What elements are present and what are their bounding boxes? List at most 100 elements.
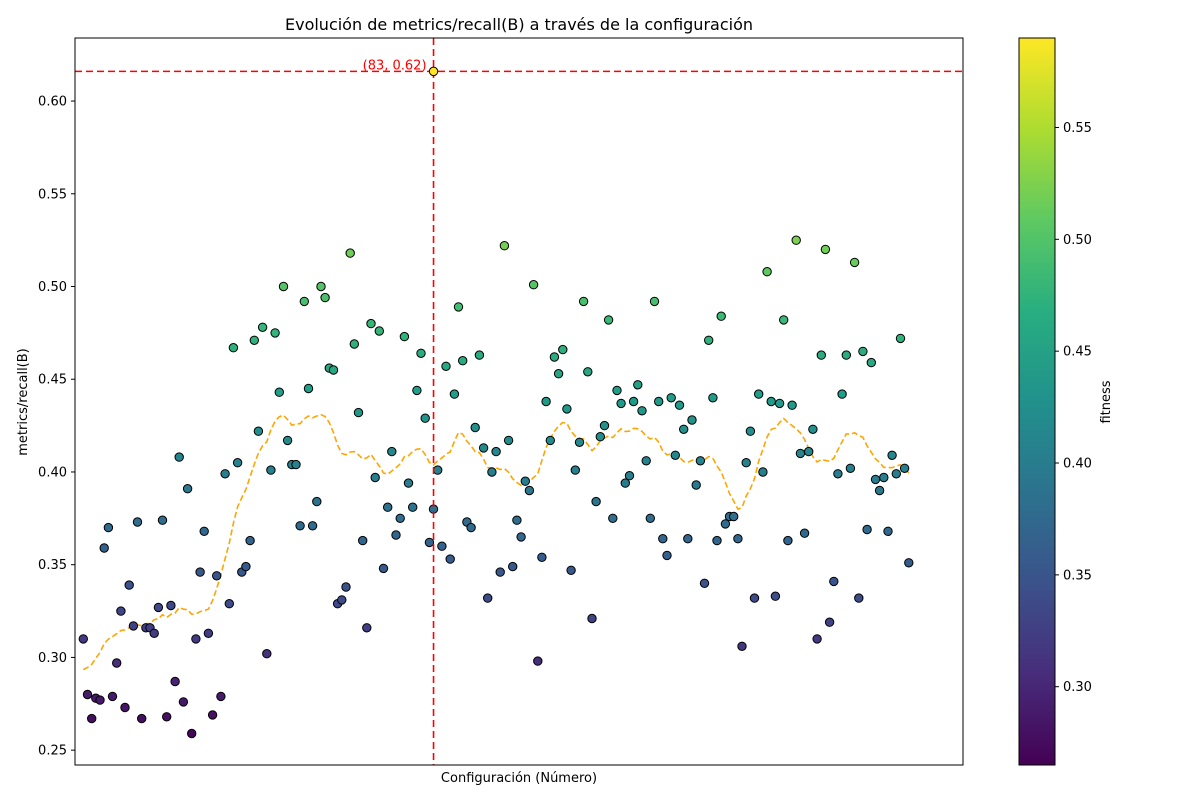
- data-point: [87, 713, 97, 724]
- data-point: [674, 400, 685, 410]
- data-point: [295, 521, 305, 531]
- data-point: [312, 496, 322, 507]
- data-point: [120, 702, 130, 713]
- data-point: [412, 385, 422, 396]
- data-point: [549, 352, 560, 362]
- data-point: [374, 326, 384, 336]
- data-point: [216, 691, 226, 702]
- data-point: [779, 315, 789, 325]
- data-point: [583, 367, 593, 377]
- data-point: [741, 458, 751, 468]
- data-point: [816, 350, 826, 360]
- data-point: [282, 435, 293, 446]
- chart-title: Evolución de metrics/recall(B) a través …: [285, 15, 753, 34]
- data-point: [107, 691, 118, 702]
- data-point: [812, 634, 822, 644]
- data-point: [633, 380, 643, 390]
- y-tick-label: 0.55: [38, 187, 67, 202]
- data-point: [708, 393, 718, 403]
- data-point: [483, 593, 493, 603]
- colorbar-tick-label: 0.50: [1063, 233, 1092, 248]
- data-point: [558, 344, 568, 355]
- data-point: [491, 446, 501, 457]
- data-point: [837, 389, 847, 399]
- highlight-label: (83, 0.62): [363, 58, 427, 73]
- y-tick-label: 0.25: [38, 744, 67, 759]
- data-point: [187, 728, 197, 739]
- data-point: [641, 456, 651, 466]
- data-point: [387, 446, 397, 457]
- data-point: [316, 281, 326, 292]
- data-point: [495, 567, 505, 577]
- data-point: [474, 350, 485, 360]
- data-point: [153, 602, 164, 613]
- data-points: [78, 235, 914, 739]
- data-point: [699, 578, 710, 588]
- data-point: [603, 315, 614, 325]
- data-point: [470, 422, 480, 433]
- data-point: [262, 649, 272, 659]
- data-point: [712, 535, 722, 546]
- colorbar-ticks: 0.30 0.35 0.40 0.45 0.50 0.55: [1055, 121, 1092, 695]
- data-point: [207, 710, 218, 720]
- data-point: [716, 311, 726, 321]
- data-point: [666, 393, 676, 403]
- data-point: [220, 469, 230, 479]
- data-point: [891, 469, 901, 479]
- data-point: [562, 404, 572, 414]
- data-point: [232, 458, 243, 468]
- data-point: [528, 280, 539, 290]
- data-point: [278, 281, 289, 292]
- colorbar-tick-label: 0.45: [1063, 345, 1092, 360]
- data-point: [570, 465, 580, 475]
- data-point: [808, 424, 818, 434]
- data-point: [503, 435, 514, 446]
- data-point: [683, 534, 693, 544]
- data-point: [787, 400, 797, 410]
- data-point: [520, 476, 530, 486]
- data-point: [203, 628, 214, 638]
- data-point: [353, 407, 364, 418]
- data-point: [670, 450, 680, 460]
- y-axis-label: metrics/recall(B): [16, 348, 31, 455]
- data-point: [566, 565, 576, 575]
- data-point: [420, 413, 430, 423]
- data-point: [128, 621, 139, 631]
- data-point: [337, 595, 347, 605]
- data-point: [358, 535, 368, 546]
- data-point: [328, 365, 339, 375]
- data-point: [424, 537, 435, 548]
- y-tick-label: 0.60: [38, 95, 67, 110]
- data-point: [524, 485, 535, 496]
- data-point: [599, 420, 610, 431]
- data-point: [178, 697, 189, 707]
- y-tick-label: 0.40: [38, 465, 67, 480]
- data-point: [695, 456, 706, 466]
- data-point: [791, 235, 801, 245]
- data-point: [628, 396, 639, 407]
- data-point: [616, 398, 626, 409]
- plot-frame: [74, 37, 964, 766]
- data-point: [578, 296, 589, 307]
- colorbar-tick-label: 0.40: [1063, 457, 1092, 472]
- data-point: [487, 467, 497, 477]
- data-point: [99, 543, 109, 553]
- data-point: [654, 396, 664, 407]
- data-point: [399, 331, 410, 342]
- data-point: [645, 513, 655, 523]
- data-point: [132, 517, 143, 527]
- data-point: [845, 463, 856, 473]
- data-point: [591, 496, 601, 507]
- data-point: [266, 465, 276, 475]
- y-tick-label: 0.30: [38, 651, 67, 666]
- data-point: [433, 465, 443, 475]
- data-point: [729, 511, 739, 522]
- data-point: [307, 521, 318, 531]
- data-point: [537, 552, 547, 562]
- data-point: [253, 426, 264, 436]
- data-point: [149, 628, 159, 638]
- data-point: [157, 515, 168, 525]
- data-point: [453, 302, 464, 312]
- data-point: [904, 558, 914, 568]
